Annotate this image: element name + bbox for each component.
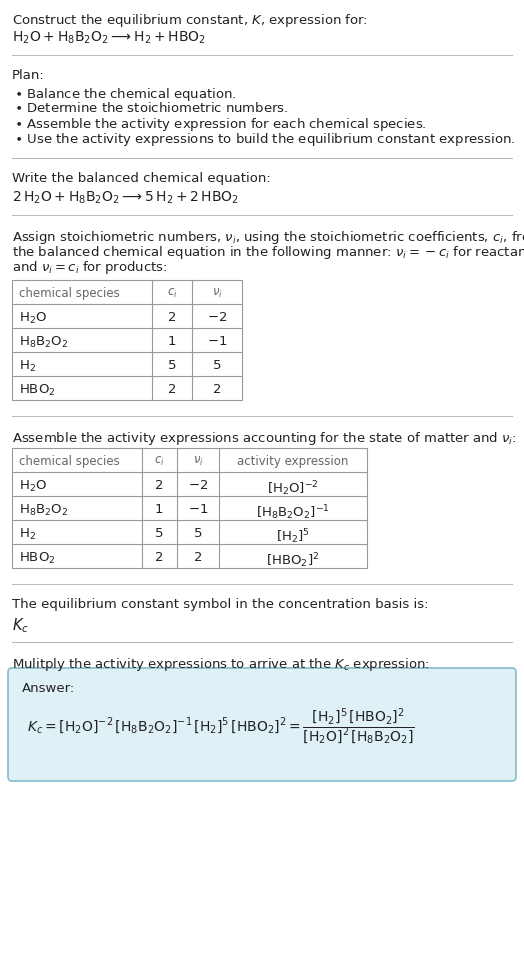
- Text: chemical species: chemical species: [19, 287, 120, 300]
- Text: and $\nu_i = c_i$ for products:: and $\nu_i = c_i$ for products:: [12, 259, 168, 276]
- Text: $[\mathrm{H_8B_2O_2}]^{-1}$: $[\mathrm{H_8B_2O_2}]^{-1}$: [256, 503, 330, 522]
- Text: Write the balanced chemical equation:: Write the balanced chemical equation:: [12, 172, 271, 185]
- Text: Construct the equilibrium constant, $K$, expression for:: Construct the equilibrium constant, $K$,…: [12, 12, 368, 29]
- Text: $\mathrm{H_8B_2O_2}$: $\mathrm{H_8B_2O_2}$: [19, 503, 68, 518]
- Text: $\bullet$ Use the activity expressions to build the equilibrium constant express: $\bullet$ Use the activity expressions t…: [14, 131, 516, 148]
- Text: the balanced chemical equation in the following manner: $\nu_i = -c_i$ for react: the balanced chemical equation in the fo…: [12, 244, 524, 261]
- Text: Mulitply the activity expressions to arrive at the $K_c$ expression:: Mulitply the activity expressions to arr…: [12, 656, 430, 673]
- Text: $\mathrm{H_2O}$: $\mathrm{H_2O}$: [19, 311, 47, 326]
- Text: 2: 2: [213, 383, 221, 396]
- Text: $K_c = [\mathrm{H_2O}]^{-2}\,[\mathrm{H_8B_2O_2}]^{-1}\,[\mathrm{H_2}]^{5}\,[\ma: $K_c = [\mathrm{H_2O}]^{-2}\,[\mathrm{H_…: [27, 707, 414, 748]
- Text: $-2$: $-2$: [207, 311, 227, 324]
- Text: 1: 1: [155, 503, 163, 516]
- Text: $\mathrm{H_2}$: $\mathrm{H_2}$: [19, 359, 36, 374]
- Text: $\nu_i$: $\nu_i$: [212, 287, 222, 300]
- Text: $\mathrm{H_8B_2O_2}$: $\mathrm{H_8B_2O_2}$: [19, 335, 68, 350]
- Text: $\mathrm{HBO_2}$: $\mathrm{HBO_2}$: [19, 551, 56, 566]
- Text: $[\mathrm{H_2O}]^{-2}$: $[\mathrm{H_2O}]^{-2}$: [267, 479, 319, 498]
- Text: $[\mathrm{HBO_2}]^{2}$: $[\mathrm{HBO_2}]^{2}$: [266, 551, 320, 570]
- Text: Answer:: Answer:: [22, 682, 75, 695]
- Text: 5: 5: [168, 359, 176, 372]
- Text: The equilibrium constant symbol in the concentration basis is:: The equilibrium constant symbol in the c…: [12, 598, 429, 611]
- Text: $K_c$: $K_c$: [12, 616, 29, 634]
- Text: 2: 2: [168, 311, 176, 324]
- Text: $\bullet$ Determine the stoichiometric numbers.: $\bullet$ Determine the stoichiometric n…: [14, 101, 289, 115]
- Text: $\mathrm{H_2O}$: $\mathrm{H_2O}$: [19, 479, 47, 494]
- FancyBboxPatch shape: [12, 448, 367, 568]
- Text: Plan:: Plan:: [12, 69, 45, 82]
- Text: 2: 2: [194, 551, 202, 564]
- Text: 2: 2: [155, 551, 163, 564]
- Text: 2: 2: [155, 479, 163, 492]
- FancyBboxPatch shape: [8, 668, 516, 781]
- Text: $\mathrm{H_2}$: $\mathrm{H_2}$: [19, 527, 36, 542]
- Text: 1: 1: [168, 335, 176, 348]
- FancyBboxPatch shape: [12, 280, 242, 400]
- Text: $\mathrm{H_2O + H_8B_2O_2 \longrightarrow H_2 + HBO_2}$: $\mathrm{H_2O + H_8B_2O_2 \longrightarro…: [12, 30, 206, 46]
- Text: $\bullet$ Balance the chemical equation.: $\bullet$ Balance the chemical equation.: [14, 86, 236, 103]
- Text: Assign stoichiometric numbers, $\nu_i$, using the stoichiometric coefficients, $: Assign stoichiometric numbers, $\nu_i$, …: [12, 229, 524, 246]
- Text: Assemble the activity expressions accounting for the state of matter and $\nu_i$: Assemble the activity expressions accoun…: [12, 430, 517, 447]
- Text: activity expression: activity expression: [237, 455, 348, 468]
- Text: 5: 5: [155, 527, 163, 540]
- Text: $-1$: $-1$: [188, 503, 208, 516]
- Text: $c_i$: $c_i$: [167, 287, 177, 300]
- Text: $[\mathrm{H_2}]^{5}$: $[\mathrm{H_2}]^{5}$: [276, 527, 310, 546]
- Text: chemical species: chemical species: [19, 455, 120, 468]
- Text: $-2$: $-2$: [188, 479, 208, 492]
- Text: $\mathrm{HBO_2}$: $\mathrm{HBO_2}$: [19, 383, 56, 398]
- Text: 2: 2: [168, 383, 176, 396]
- Text: $-1$: $-1$: [207, 335, 227, 348]
- Text: $\bullet$ Assemble the activity expression for each chemical species.: $\bullet$ Assemble the activity expressi…: [14, 116, 427, 133]
- Text: $\mathrm{2\,H_2O + H_8B_2O_2 \longrightarrow 5\,H_2 + 2\,HBO_2}$: $\mathrm{2\,H_2O + H_8B_2O_2 \longrighta…: [12, 190, 239, 207]
- Text: $c_i$: $c_i$: [154, 455, 165, 468]
- Text: $\nu_i$: $\nu_i$: [193, 455, 203, 468]
- Text: 5: 5: [213, 359, 221, 372]
- Text: 5: 5: [194, 527, 202, 540]
